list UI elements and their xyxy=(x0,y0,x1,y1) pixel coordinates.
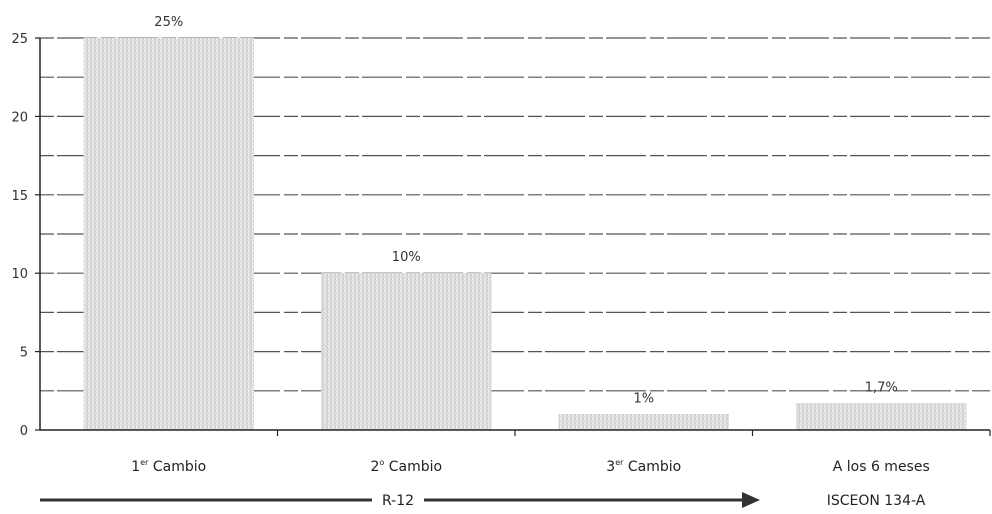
r12-label: R-12 xyxy=(382,493,414,509)
y-tick-label: 15 xyxy=(11,189,28,204)
data-label: 25% xyxy=(154,15,183,30)
data-label: 1,7% xyxy=(865,380,898,395)
y-tick-label: 25 xyxy=(11,32,28,47)
y-tick-label: 20 xyxy=(11,110,28,125)
y-tick-label: 0 xyxy=(20,424,28,439)
data-labels: 25% 10% 1% 1,7% xyxy=(154,15,897,406)
y-tick-label: 5 xyxy=(20,346,28,361)
bars xyxy=(83,37,967,431)
category-label: 2o Cambio xyxy=(370,458,442,475)
category-label: 3er Cambio xyxy=(606,458,681,475)
bar xyxy=(796,403,967,431)
data-label: 10% xyxy=(392,250,421,265)
y-tick-label: 10 xyxy=(11,267,28,282)
category-label: 1er Cambio xyxy=(131,458,206,475)
data-label: 1% xyxy=(633,391,654,406)
bar xyxy=(558,414,729,431)
bar xyxy=(83,37,254,431)
r12-arrow-head xyxy=(742,492,760,508)
category-label: A los 6 meses xyxy=(833,459,930,475)
category-labels: 1er Cambio 2o Cambio 3er Cambio A los 6 mes… xyxy=(131,430,991,475)
isceon-label: ISCEON 134-A xyxy=(827,493,926,509)
r12-arrow: R-12 xyxy=(40,492,760,509)
y-ticks: 0 5 10 15 20 25 xyxy=(11,32,40,439)
bar xyxy=(321,272,492,431)
